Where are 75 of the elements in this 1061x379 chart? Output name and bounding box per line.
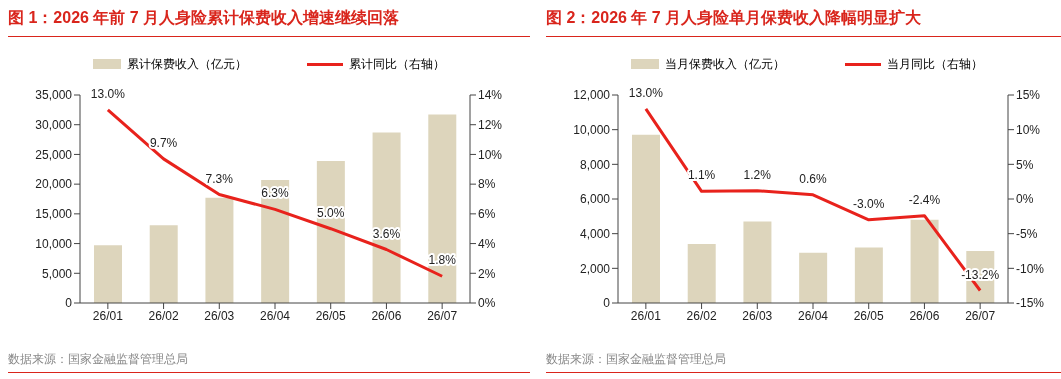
data-label: 7.3% <box>205 171 234 186</box>
y2-tick-label: 2% <box>478 266 496 281</box>
y2-tick-label: 12% <box>478 117 503 132</box>
x-tick-label: 26/04 <box>797 308 829 323</box>
bar <box>372 132 401 303</box>
bar <box>428 114 457 303</box>
y-tick-label: 25,000 <box>35 147 73 162</box>
y2-tick-label: 10% <box>1016 122 1041 137</box>
y2-tick-label: -5% <box>1016 226 1038 241</box>
bar <box>910 219 939 303</box>
y-tick-label: 0 <box>65 296 73 311</box>
y-tick-label: 35,000 <box>35 88 73 103</box>
x-tick-label: 26/07 <box>427 308 458 323</box>
legend-label: 当月保费收入（亿元） <box>665 55 785 73</box>
data-label: 0.6% <box>799 171 827 186</box>
y-tick-label: 30,000 <box>35 117 73 132</box>
y2-tick-label: 10% <box>478 147 503 162</box>
bar <box>687 244 716 303</box>
data-label: 6.3% <box>261 186 289 201</box>
y2-tick-label: 4% <box>478 236 496 251</box>
data-label: 13.0% <box>628 85 664 100</box>
chart-title: 图 2：2026 年 7 月人身险单月保费收入降幅明显扩大 <box>546 8 1061 37</box>
bar <box>632 134 660 303</box>
bar <box>94 245 122 303</box>
x-tick-label: 26/05 <box>853 308 885 323</box>
y2-tick-label: -10% <box>1016 261 1045 276</box>
y-tick-label: 6,000 <box>579 192 611 207</box>
legend-label: 累计同比（右轴） <box>349 55 445 73</box>
y-tick-label: 20,000 <box>35 177 73 192</box>
bar <box>205 197 234 303</box>
y2-tick-label: 5% <box>1016 157 1034 172</box>
y2-tick-label: 6% <box>478 207 496 222</box>
data-label: 3.6% <box>372 226 401 241</box>
y2-tick-label: 0% <box>1016 192 1034 207</box>
x-tick-label: 26/02 <box>686 308 717 323</box>
source-note: 数据来源：国家金融监督管理总局 <box>546 351 727 368</box>
y-tick-label: 10,000 <box>35 236 73 251</box>
bar <box>799 252 828 303</box>
y2-tick-label: -15% <box>1016 296 1045 311</box>
y-tick-label: 0 <box>603 296 611 311</box>
source-note: 数据来源：国家金融监督管理总局 <box>8 351 189 368</box>
x-tick-label: 26/07 <box>965 308 996 323</box>
bar <box>743 221 772 303</box>
y-tick-label: 4,000 <box>579 226 611 241</box>
data-label: 5.0% <box>317 205 345 220</box>
data-label: 1.8% <box>428 253 457 268</box>
legend-label: 累计保费收入（亿元） <box>127 55 247 73</box>
y-tick-label: 12,000 <box>573 88 611 103</box>
x-tick-label: 26/06 <box>371 308 402 323</box>
y-tick-label: 8,000 <box>579 157 611 172</box>
y2-tick-label: 0% <box>478 296 496 311</box>
y2-tick-label: 8% <box>478 177 496 192</box>
x-tick-label: 26/02 <box>148 308 179 323</box>
bar <box>149 225 178 303</box>
data-label: -2.4% <box>908 192 941 207</box>
y-tick-label: 10,000 <box>573 122 611 137</box>
chart-title: 图 1：2026 年前 7 月人身险累计保费收入增速继续回落 <box>8 8 530 37</box>
x-tick-label: 26/01 <box>92 308 124 323</box>
x-tick-label: 26/06 <box>909 308 940 323</box>
legend-label: 当月同比（右轴） <box>887 55 983 73</box>
x-tick-label: 26/03 <box>204 308 235 323</box>
data-label: 1.2% <box>743 167 772 182</box>
x-tick-label: 26/01 <box>630 308 662 323</box>
x-tick-label: 26/05 <box>315 308 347 323</box>
bar <box>854 247 883 303</box>
y-tick-label: 5,000 <box>41 266 73 281</box>
data-label: -3.0% <box>853 196 885 211</box>
y2-tick-label: 14% <box>478 88 503 103</box>
y-tick-label: 2,000 <box>579 261 611 276</box>
data-label: 9.7% <box>149 135 178 150</box>
x-tick-label: 26/04 <box>259 308 291 323</box>
y-tick-label: 15,000 <box>35 207 73 222</box>
y2-tick-label: 15% <box>1016 88 1041 103</box>
x-tick-label: 26/03 <box>742 308 773 323</box>
data-label: 13.0% <box>90 86 126 101</box>
